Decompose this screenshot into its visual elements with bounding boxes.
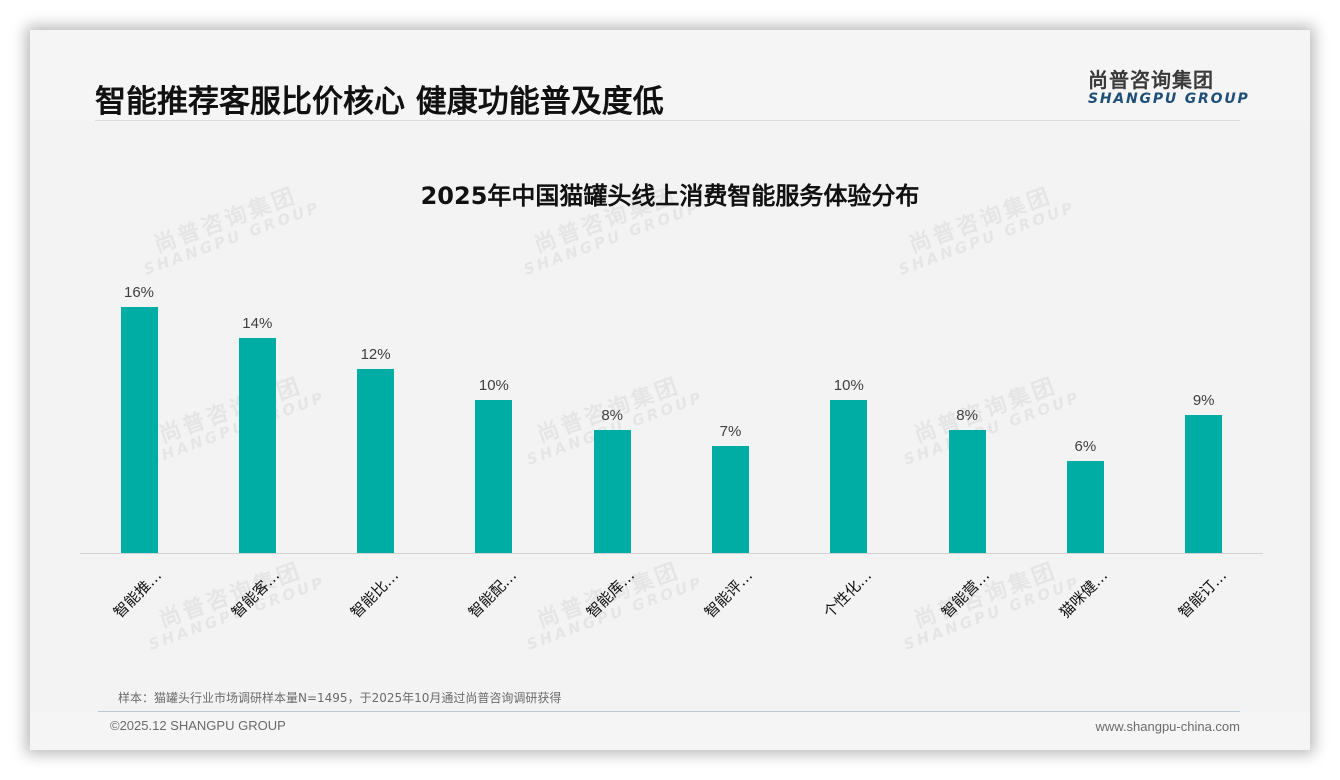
copyright-text: ©2025.12 SHANGPU GROUP (110, 718, 286, 733)
bar (712, 445, 749, 553)
slide-card: 智能推荐客服比价核心 健康功能普及度低 尚普咨询集团 SHANGPU GROUP… (30, 30, 1310, 750)
header-divider (95, 120, 1240, 121)
bar (1066, 460, 1104, 553)
bar-value-label: 6% (1074, 437, 1097, 455)
bar-value-label: 9% (1192, 391, 1215, 409)
logo-english-name: SHANGPU GROUP (1088, 91, 1250, 107)
bar (593, 430, 631, 553)
x-axis-line (80, 553, 1263, 554)
footer-divider (98, 711, 1240, 712)
bar-value-label: 7% (719, 422, 742, 440)
company-logo: 尚普咨询集团 SHANGPU GROUP (1088, 64, 1250, 107)
bar-value-label: 8% (956, 407, 978, 425)
slide-title: 智能推荐客服比价核心 健康功能普及度低 (95, 84, 664, 120)
bar (1185, 414, 1223, 553)
bar-value-label: 10% (478, 376, 509, 394)
logo-chinese-name: 尚普咨询集团 (1088, 68, 1214, 92)
bar (948, 430, 986, 553)
sample-note: 样本：猫罐头行业市场调研样本量N=1495，于2025年10月通过尚普咨询调研获… (118, 691, 562, 705)
chart-title: 2025年中国猫罐头线上消费智能服务体验分布 (420, 182, 920, 210)
bar (475, 399, 513, 553)
bar (238, 338, 276, 553)
website-link[interactable]: www.shangpu-china.com (1095, 719, 1240, 734)
bar (120, 307, 158, 553)
bar-value-label: 10% (833, 376, 864, 394)
bar-value-label: 12% (360, 345, 391, 363)
bar (357, 368, 395, 553)
bar (830, 399, 868, 553)
bar-value-label: 8% (601, 407, 624, 425)
bar-value-label: 14% (242, 315, 273, 333)
bar-value-label: 16% (123, 284, 155, 302)
